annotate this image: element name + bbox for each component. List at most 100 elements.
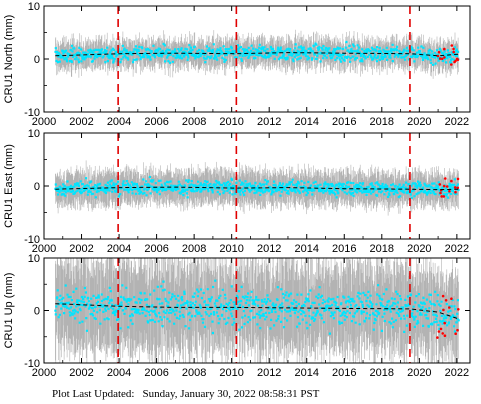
recent-point: [455, 57, 459, 61]
recent-point: [457, 308, 460, 311]
x-tick-label: 2006: [144, 367, 168, 379]
x-tick-label: 2022: [445, 116, 469, 128]
recent-point: [448, 190, 451, 193]
recent-point: [436, 336, 439, 339]
x-tick-label: 2016: [332, 116, 356, 128]
recent-point: [443, 334, 447, 338]
x-tick-label: 2008: [182, 243, 206, 255]
recent-point: [450, 297, 453, 301]
y-tick-label: -10: [24, 234, 40, 246]
recent-point: [439, 327, 443, 331]
x-tick-label: 2000: [32, 243, 56, 255]
y-tick-label: -10: [24, 107, 40, 119]
y-tick-label: 10: [28, 253, 40, 265]
recent-point: [436, 54, 440, 58]
recent-point: [437, 330, 441, 333]
recent-point: [454, 332, 458, 336]
x-tick-label: 2000: [32, 116, 56, 128]
recent-point: [439, 191, 442, 195]
x-tick-label: 2004: [107, 367, 131, 379]
recent-point: [441, 332, 445, 335]
trend-line: [55, 52, 459, 57]
trend-line: [55, 186, 459, 191]
x-tick-label: 2002: [69, 116, 93, 128]
recent-point: [440, 195, 444, 198]
recent-point: [450, 179, 453, 183]
recent-point: [450, 63, 453, 66]
x-tick-label: 2016: [332, 367, 356, 379]
recent-point: [442, 184, 446, 188]
y-tick-label: 0: [34, 181, 40, 193]
recent-point: [445, 185, 449, 188]
x-tick-label: 2002: [69, 243, 93, 255]
recent-point: [444, 299, 448, 302]
recent-point: [456, 186, 460, 190]
y-axis-label: CRU1 East (mm): [3, 144, 15, 228]
y-axis-label: CRU1 Up (mm): [3, 273, 15, 349]
y-tick-label: 0: [34, 54, 40, 66]
x-tick-label: 2022: [445, 367, 469, 379]
x-tick-label: 2002: [69, 367, 93, 379]
recent-point: [456, 328, 459, 332]
x-tick-label: 2014: [294, 116, 318, 128]
panel-3: 2000 2002 2004 2006 2008 2010 2012 2014 2016 2018…: [3, 253, 471, 379]
panel-2: 2000 2002 2004 2006 2008 2010 2012 2014 2016 2018…: [3, 128, 471, 255]
data-points: [54, 279, 460, 335]
recent-point: [442, 195, 446, 198]
footer-timestamp: Sunday, January 30, 2022 08:58:31 PST: [142, 388, 320, 400]
recent-point: [441, 294, 445, 298]
x-tick-label: 2012: [257, 367, 281, 379]
x-tick-label: 2020: [407, 116, 431, 128]
x-tick-label: 2016: [332, 243, 356, 255]
recent-point: [452, 47, 455, 51]
trend-line: [55, 303, 459, 320]
x-tick-label: 2010: [219, 367, 243, 379]
x-tick-label: 2006: [144, 243, 168, 255]
footer-label: Plot Last Updated:: [52, 388, 135, 400]
panel-1: 2000 2002 2004 2006 2008 2010 2012 2014 2016 2018…: [3, 1, 471, 128]
x-tick-label: 2010: [219, 116, 243, 128]
recent-point: [440, 57, 444, 61]
x-tick-label: 2004: [107, 243, 131, 255]
recent-point: [452, 50, 456, 54]
x-tick-label: 2006: [144, 116, 168, 128]
x-tick-label: 2012: [257, 116, 281, 128]
recent-point: [438, 57, 442, 60]
x-tick-label: 2020: [407, 367, 431, 379]
recent-point: [442, 308, 445, 312]
x-tick-label: 2018: [370, 116, 394, 128]
recent-point: [437, 50, 441, 54]
recent-point: [438, 183, 442, 186]
y-tick-label: 10: [28, 128, 40, 140]
y-tick-label: 0: [34, 306, 40, 318]
x-tick-label: 2014: [294, 243, 318, 255]
recent-point: [448, 306, 451, 309]
recent-point: [443, 321, 447, 325]
panel-1-data: [54, 6, 460, 112]
x-tick-label: 2022: [445, 243, 469, 255]
y-tick-label: -10: [24, 358, 40, 370]
panel-2-data: [54, 133, 460, 239]
recent-point: [456, 177, 460, 181]
x-tick-label: 2012: [257, 243, 281, 255]
recent-point: [443, 47, 446, 51]
x-tick-label: 2000: [32, 367, 56, 379]
x-tick-label: 2020: [407, 243, 431, 255]
x-tick-label: 2018: [370, 243, 394, 255]
recent-point: [454, 190, 457, 194]
x-tick-label: 2004: [107, 116, 131, 128]
x-tick-label: 2008: [182, 116, 206, 128]
recent-point: [444, 177, 447, 180]
recent-point: [450, 44, 454, 47]
y-tick-label: 10: [28, 1, 40, 13]
panel-3-data: [54, 258, 460, 363]
plot-updated-footer: Plot Last Updated: Sunday, January 30, 20…: [52, 388, 319, 400]
recent-point: [453, 60, 456, 64]
x-tick-label: 2014: [294, 367, 318, 379]
x-tick-label: 2010: [219, 243, 243, 255]
recent-point: [453, 186, 457, 189]
x-tick-label: 2008: [182, 367, 206, 379]
y-axis-label: CRU1 North (mm): [3, 15, 15, 104]
recent-point: [443, 56, 446, 59]
